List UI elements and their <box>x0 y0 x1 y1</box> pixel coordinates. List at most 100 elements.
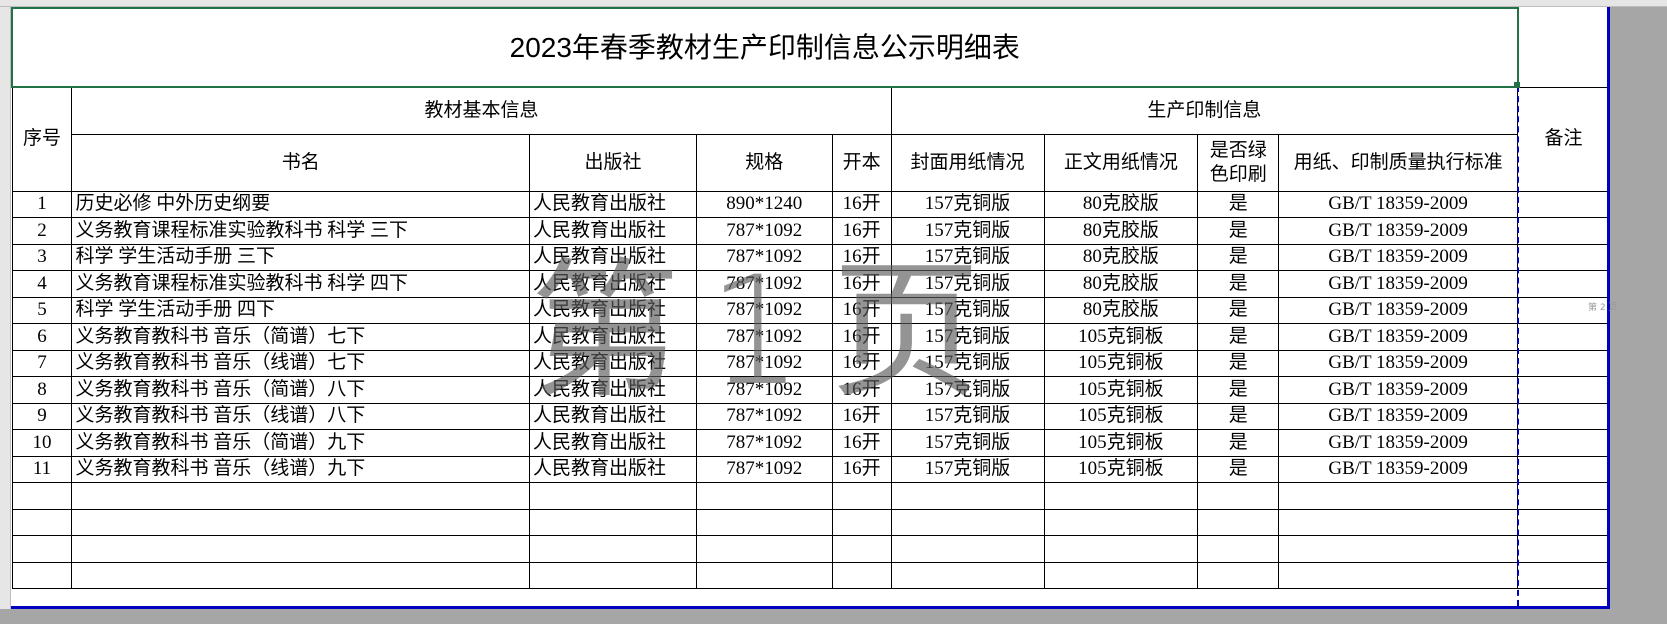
cell-book[interactable]: 义务教育教科书 音乐（简谱）九下 <box>71 429 530 457</box>
cell-green-print[interactable]: 是 <box>1197 296 1280 324</box>
column-header-bar[interactable] <box>0 0 1667 7</box>
empty-cell[interactable] <box>11 535 73 563</box>
cell-cover-paper[interactable]: 157克铜版 <box>890 376 1045 404</box>
empty-cell[interactable] <box>890 508 1045 536</box>
empty-cell[interactable] <box>1517 429 1610 457</box>
cell-seq[interactable]: 11 <box>11 455 73 483</box>
cell-book[interactable]: 义务教育课程标准实验教科书 科学 四下 <box>71 270 530 298</box>
empty-cell[interactable] <box>831 561 892 589</box>
cell-spec[interactable]: 787*1092 <box>695 429 833 457</box>
cell-publisher[interactable]: 人民教育出版社 <box>529 243 697 271</box>
cell-seq[interactable]: 5 <box>11 296 73 324</box>
header-print-info[interactable]: 生产印制信息 <box>890 86 1519 135</box>
cell-seq[interactable]: 6 <box>11 323 73 351</box>
cell-format[interactable]: 16开 <box>831 190 892 218</box>
cell-format[interactable]: 16开 <box>831 349 892 377</box>
cell-book[interactable]: 义务教育课程标准实验教科书 科学 三下 <box>71 217 530 245</box>
cell-standard[interactable]: GB/T 18359-2009 <box>1278 429 1519 457</box>
empty-cell[interactable] <box>529 535 697 563</box>
empty-cell[interactable] <box>1517 561 1610 589</box>
cell-green-print[interactable]: 是 <box>1197 243 1280 271</box>
cell-format[interactable]: 16开 <box>831 243 892 271</box>
empty-cell[interactable] <box>1517 217 1610 245</box>
cell-green-print[interactable]: 是 <box>1197 349 1280 377</box>
header-publisher[interactable]: 出版社 <box>529 133 697 192</box>
cell-spec[interactable]: 787*1092 <box>695 455 833 483</box>
cell-body-paper[interactable]: 80克胶版 <box>1043 243 1199 271</box>
cell-seq[interactable]: 8 <box>11 376 73 404</box>
cell-spec[interactable]: 787*1092 <box>695 296 833 324</box>
empty-cell[interactable] <box>1197 535 1280 563</box>
cell-publisher[interactable]: 人民教育出版社 <box>529 270 697 298</box>
cell-cover-paper[interactable]: 157克铜版 <box>890 402 1045 430</box>
cell-cover-paper[interactable]: 157克铜版 <box>890 429 1045 457</box>
empty-cell[interactable] <box>1517 190 1610 218</box>
cell-spec[interactable]: 890*1240 <box>695 190 833 218</box>
header-format[interactable]: 开本 <box>831 133 892 192</box>
cell-spec[interactable]: 787*1092 <box>695 270 833 298</box>
empty-cell[interactable] <box>1278 561 1519 589</box>
cell-book[interactable]: 科学 学生活动手册 三下 <box>71 243 530 271</box>
empty-cell[interactable] <box>1043 535 1199 563</box>
cell-spec[interactable]: 787*1092 <box>695 217 833 245</box>
cell-format[interactable]: 16开 <box>831 217 892 245</box>
cell-body-paper[interactable]: 105克铜板 <box>1043 349 1199 377</box>
cell-body-paper[interactable]: 105克铜板 <box>1043 455 1199 483</box>
cell-green-print[interactable]: 是 <box>1197 376 1280 404</box>
empty-cell[interactable] <box>71 482 530 510</box>
header-cover-paper[interactable]: 封面用纸情况 <box>890 133 1045 192</box>
empty-cell[interactable] <box>695 535 833 563</box>
cell-seq[interactable]: 9 <box>11 402 73 430</box>
empty-cell[interactable] <box>529 561 697 589</box>
cell-book[interactable]: 历史必修 中外历史纲要 <box>71 190 530 218</box>
header-book[interactable]: 书名 <box>71 133 530 192</box>
empty-cell[interactable] <box>831 482 892 510</box>
cell-green-print[interactable]: 是 <box>1197 455 1280 483</box>
cell-spec[interactable]: 787*1092 <box>695 402 833 430</box>
empty-cell[interactable] <box>11 561 73 589</box>
cell-spec[interactable]: 787*1092 <box>695 323 833 351</box>
cell-seq[interactable]: 4 <box>11 270 73 298</box>
cell-seq[interactable]: 3 <box>11 243 73 271</box>
cell-spec[interactable]: 787*1092 <box>695 243 833 271</box>
cell-green-print[interactable]: 是 <box>1197 190 1280 218</box>
empty-cell[interactable] <box>1197 561 1280 589</box>
empty-cell[interactable] <box>890 482 1045 510</box>
empty-cell[interactable] <box>1517 402 1610 430</box>
cell-standard[interactable]: GB/T 18359-2009 <box>1278 323 1519 351</box>
cell-format[interactable]: 16开 <box>831 455 892 483</box>
cell-standard[interactable]: GB/T 18359-2009 <box>1278 402 1519 430</box>
cell-publisher[interactable]: 人民教育出版社 <box>529 323 697 351</box>
empty-cell[interactable] <box>1043 508 1199 536</box>
cell-standard[interactable]: GB/T 18359-2009 <box>1278 217 1519 245</box>
empty-cell[interactable] <box>71 508 530 536</box>
empty-cell[interactable] <box>1197 482 1280 510</box>
cell-publisher[interactable]: 人民教育出版社 <box>529 402 697 430</box>
header-seq[interactable]: 序号 <box>11 86 73 192</box>
cell-green-print[interactable]: 是 <box>1197 402 1280 430</box>
cell-cover-paper[interactable]: 157克铜版 <box>890 243 1045 271</box>
cell-standard[interactable]: GB/T 18359-2009 <box>1278 376 1519 404</box>
empty-cell[interactable] <box>1278 535 1519 563</box>
cell-seq[interactable]: 1 <box>11 190 73 218</box>
cell-publisher[interactable]: 人民教育出版社 <box>529 455 697 483</box>
cell-green-print[interactable]: 是 <box>1197 217 1280 245</box>
cell-cover-paper[interactable]: 157克铜版 <box>890 270 1045 298</box>
cell-spec[interactable]: 787*1092 <box>695 349 833 377</box>
empty-cell[interactable] <box>890 561 1045 589</box>
empty-cell[interactable] <box>1043 561 1199 589</box>
cell-standard[interactable]: GB/T 18359-2009 <box>1278 349 1519 377</box>
cell-standard[interactable]: GB/T 18359-2009 <box>1278 190 1519 218</box>
cell-standard[interactable]: GB/T 18359-2009 <box>1278 243 1519 271</box>
header-standard[interactable]: 用纸、印制质量执行标准 <box>1278 133 1519 192</box>
empty-cell[interactable] <box>1517 482 1610 510</box>
cell-cover-paper[interactable]: 157克铜版 <box>890 455 1045 483</box>
cell-seq[interactable]: 10 <box>11 429 73 457</box>
empty-cell[interactable] <box>1278 482 1519 510</box>
cell-cover-paper[interactable]: 157克铜版 <box>890 323 1045 351</box>
cell-publisher[interactable]: 人民教育出版社 <box>529 429 697 457</box>
empty-cell[interactable] <box>695 482 833 510</box>
empty-cell[interactable] <box>71 561 530 589</box>
fill-handle[interactable] <box>1514 82 1520 88</box>
cell-format[interactable]: 16开 <box>831 323 892 351</box>
